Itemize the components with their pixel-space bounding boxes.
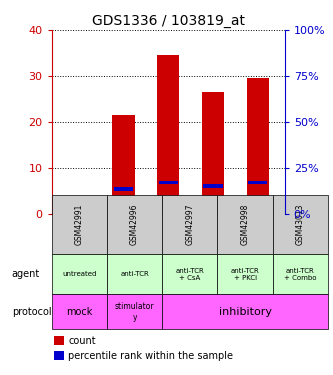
Text: count: count — [68, 336, 96, 346]
Text: untreated: untreated — [62, 271, 97, 277]
Bar — [203, 184, 222, 188]
Text: percentile rank within the sample: percentile rank within the sample — [68, 351, 233, 361]
Text: GSM43013: GSM43013 — [296, 204, 305, 245]
Text: anti-TCR
+ CsA: anti-TCR + CsA — [175, 268, 204, 281]
FancyBboxPatch shape — [273, 195, 328, 254]
FancyBboxPatch shape — [52, 254, 107, 294]
Bar — [54, 351, 64, 360]
Bar — [157, 55, 179, 214]
Bar — [54, 336, 64, 345]
Text: GSM42998: GSM42998 — [240, 204, 250, 245]
Bar — [114, 187, 133, 191]
Text: mock: mock — [66, 307, 93, 317]
FancyBboxPatch shape — [217, 254, 273, 294]
FancyBboxPatch shape — [107, 195, 162, 254]
Text: anti-TCR: anti-TCR — [120, 271, 149, 277]
Title: GDS1336 / 103819_at: GDS1336 / 103819_at — [92, 13, 245, 28]
FancyBboxPatch shape — [52, 294, 107, 329]
FancyBboxPatch shape — [107, 294, 162, 329]
Text: inhibitory: inhibitory — [218, 307, 272, 317]
Bar — [112, 115, 135, 214]
FancyBboxPatch shape — [162, 195, 217, 254]
Text: GSM42997: GSM42997 — [185, 204, 194, 245]
Text: anti-TCR
+ Combo: anti-TCR + Combo — [284, 268, 317, 281]
FancyBboxPatch shape — [217, 195, 273, 254]
Bar — [159, 181, 178, 184]
Text: stimulator
y: stimulator y — [115, 302, 154, 321]
FancyBboxPatch shape — [52, 195, 107, 254]
Bar — [202, 92, 224, 214]
Text: GSM42996: GSM42996 — [130, 204, 139, 245]
Bar — [69, 199, 88, 203]
Text: GSM42991: GSM42991 — [75, 204, 84, 245]
Text: anti-TCR
+ PKCi: anti-TCR + PKCi — [231, 268, 259, 281]
FancyBboxPatch shape — [273, 254, 328, 294]
Bar — [247, 78, 269, 214]
Text: protocol: protocol — [12, 307, 51, 317]
FancyBboxPatch shape — [107, 254, 162, 294]
Bar — [248, 181, 267, 184]
Text: agent: agent — [12, 269, 40, 279]
FancyBboxPatch shape — [162, 254, 217, 294]
Bar — [67, 200, 90, 214]
FancyBboxPatch shape — [162, 294, 328, 329]
